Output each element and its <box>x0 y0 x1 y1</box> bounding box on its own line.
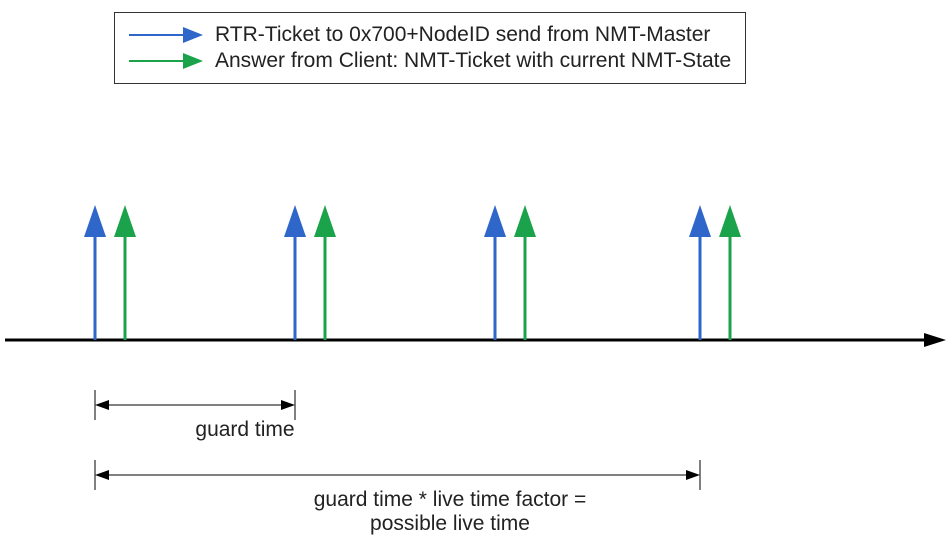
dim-label-live-time: guard time * live time factor = possible… <box>200 488 700 536</box>
timeline-diagram <box>0 0 951 552</box>
dim-label-guard-time: guard time <box>145 418 345 442</box>
